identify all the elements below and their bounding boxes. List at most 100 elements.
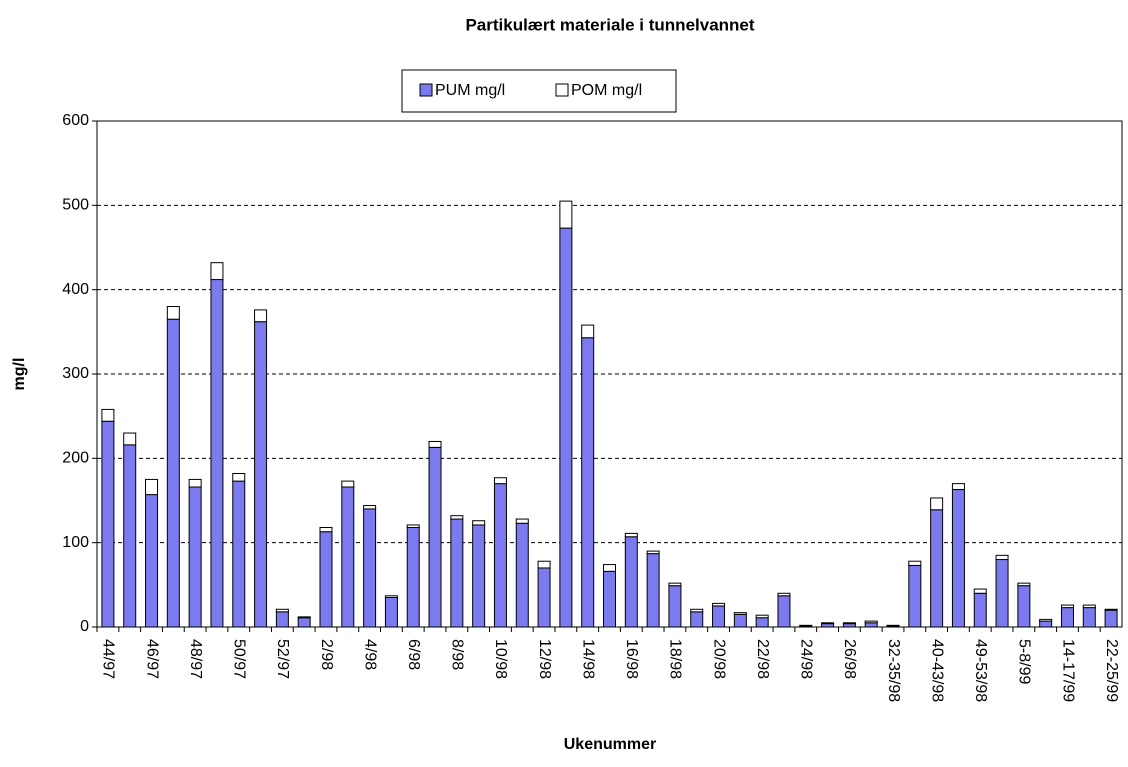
bar-segment	[101, 408, 115, 422]
bar-segment	[603, 564, 616, 572]
bar-segment	[537, 560, 551, 569]
bar-segment	[755, 614, 769, 619]
x-tick-label: 16/98	[623, 639, 640, 679]
bar-segment	[166, 318, 180, 628]
bar-segment	[1082, 604, 1096, 609]
bar-segment	[864, 622, 878, 628]
bar-segment	[101, 420, 115, 628]
bar-segment	[886, 624, 900, 627]
bar-segment	[951, 489, 965, 628]
bar-segment	[297, 616, 311, 619]
x-tick-label: 44/97	[100, 639, 117, 679]
bar-segment	[821, 623, 835, 628]
x-tick-label: 50/97	[231, 639, 248, 679]
bar-segment	[1082, 607, 1096, 628]
bar-segment	[1060, 607, 1074, 628]
y-tick-label: 500	[62, 197, 89, 214]
bar-segment	[428, 446, 442, 628]
bar-segment	[493, 477, 507, 485]
bar-segment	[733, 612, 747, 615]
x-tick-label: 6/98	[405, 639, 422, 670]
bar-segment	[406, 526, 420, 628]
bar-segment	[363, 505, 377, 510]
bar-segment	[733, 613, 747, 628]
bar-segment	[1060, 604, 1074, 609]
x-tick-label: 48/97	[187, 639, 204, 679]
bar-segment	[842, 623, 856, 628]
bar-segment	[559, 200, 573, 229]
x-tick-label: 26/98	[841, 639, 858, 679]
bar-segment	[755, 617, 769, 628]
x-tick-label: 24/98	[798, 639, 815, 679]
x-tick-label: 52/97	[274, 639, 291, 679]
bar-segment	[166, 306, 180, 320]
bar-segment	[1104, 609, 1118, 628]
bar-segment	[188, 486, 202, 628]
bar-segment	[908, 560, 922, 566]
bar-segment	[384, 595, 398, 598]
bar-segment	[145, 494, 159, 628]
x-tick-label: 18/98	[667, 639, 684, 679]
bar-segment	[777, 592, 791, 597]
bar-segment	[690, 611, 704, 628]
bar-segment	[668, 582, 682, 587]
x-tick-label: 8/98	[449, 639, 466, 670]
bar-segment	[646, 550, 660, 555]
bar-segment	[799, 624, 813, 627]
y-tick-label: 200	[62, 450, 89, 467]
bar-segment	[690, 608, 704, 613]
bar-segment	[537, 567, 551, 628]
bar-segment	[493, 483, 507, 628]
bar-segment	[363, 508, 377, 628]
x-tick-label: 14-17/99	[1059, 639, 1076, 702]
bar-segment	[450, 515, 464, 520]
x-tick-label: 20/98	[710, 639, 727, 679]
x-tick-label: 46/97	[143, 639, 160, 679]
plot-frame	[96, 120, 1123, 628]
bar-segment	[777, 595, 791, 628]
y-tick-label: 400	[62, 281, 89, 298]
x-tick-label: 49-53/98	[972, 639, 989, 702]
bar-segment	[275, 608, 289, 613]
x-tick-label: 10/98	[492, 639, 509, 679]
bar-segment	[384, 596, 398, 628]
bar-segment	[515, 522, 529, 628]
y-tick-label: 0	[80, 618, 89, 635]
bar-segment	[254, 321, 268, 628]
bar-segment	[712, 605, 726, 628]
bar-segment	[581, 324, 595, 339]
bar-segment	[995, 559, 1009, 628]
x-tick-label: 22/98	[754, 639, 771, 679]
y-axis-title: mg/l	[11, 358, 28, 391]
x-tick-label: 2/98	[318, 639, 335, 670]
bar-segment	[319, 531, 333, 628]
bar-segment	[930, 509, 944, 628]
bar-segment	[123, 432, 137, 446]
x-axis-title: Ukenummer	[564, 736, 656, 753]
bar-segment	[275, 611, 289, 628]
y-tick-label: 100	[62, 534, 89, 551]
bar-segment	[624, 536, 638, 628]
bar-segment	[210, 262, 224, 281]
bar-segment	[842, 622, 856, 625]
bar-segment	[406, 524, 420, 528]
bar-segment	[232, 473, 246, 482]
bar-segment	[341, 480, 355, 488]
bar-segment	[1039, 618, 1053, 622]
bar-segment	[232, 480, 246, 628]
bar-segment	[319, 526, 333, 533]
legend-swatch	[419, 83, 433, 97]
bar-segment	[515, 518, 529, 524]
bar-segment	[472, 524, 486, 628]
bar-segment	[668, 585, 682, 628]
bar-segment	[603, 570, 616, 628]
legend-swatch	[555, 83, 569, 97]
bar-segment	[1039, 620, 1053, 628]
bar-segment	[145, 478, 159, 496]
legend-label: POM mg/l	[571, 82, 642, 99]
y-tick-label: 300	[62, 365, 89, 382]
x-tick-label: 32-35/98	[885, 639, 902, 702]
bar-segment	[712, 602, 726, 607]
x-tick-label: 22-25/99	[1103, 639, 1120, 702]
